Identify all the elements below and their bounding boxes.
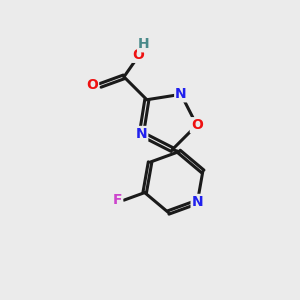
Text: O: O xyxy=(191,118,203,132)
Text: N: N xyxy=(192,195,203,209)
Text: N: N xyxy=(175,87,187,101)
Text: N: N xyxy=(136,127,147,141)
Text: O: O xyxy=(132,48,144,62)
Text: F: F xyxy=(113,193,122,207)
Text: H: H xyxy=(138,37,150,51)
Text: O: O xyxy=(86,78,98,92)
